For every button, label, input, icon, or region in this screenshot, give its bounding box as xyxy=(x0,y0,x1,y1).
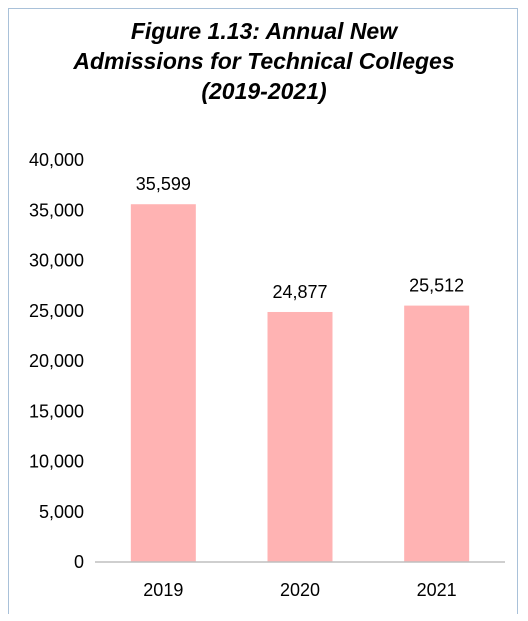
x-tick-label-2019: 2019 xyxy=(143,580,183,600)
chart-title-line-3: (2019-2021) xyxy=(201,78,327,104)
chart-title-line-1: Figure 1.13: Annual New xyxy=(130,18,398,44)
chart-title: Figure 1.13: Annual New Admissions for T… xyxy=(0,16,528,106)
chart-frame xyxy=(8,8,518,614)
y-tick-label: 40,000 xyxy=(29,150,84,170)
y-tick-label: 15,000 xyxy=(29,401,84,421)
x-tick-label-2021: 2021 xyxy=(417,580,457,600)
y-tick-label: 20,000 xyxy=(29,351,84,371)
x-axis-tick-labels: 2019 2020 2021 xyxy=(143,580,456,600)
y-tick-label: 35,000 xyxy=(29,200,84,220)
chart-title-line-2: Admissions for Technical Colleges xyxy=(73,48,455,74)
bar-series xyxy=(130,204,470,563)
data-labels: 35,599 24,877 25,512 xyxy=(136,174,464,302)
data-label-2020: 24,877 xyxy=(272,282,327,302)
y-tick-label: 25,000 xyxy=(29,301,84,321)
y-axis-tick-labels: 40,000 35,000 30,000 25,000 20,000 15,000 10,0… xyxy=(29,150,84,572)
bar-2021 xyxy=(404,305,470,562)
data-label-2019: 35,599 xyxy=(136,174,191,194)
y-tick-label: 30,000 xyxy=(29,251,84,271)
data-label-2021: 25,512 xyxy=(409,276,464,296)
bar-2019 xyxy=(130,204,196,563)
y-tick-label: 5,000 xyxy=(39,502,84,522)
x-tick-label-2020: 2020 xyxy=(280,580,320,600)
y-tick-label: 0 xyxy=(74,552,84,572)
y-tick-label: 10,000 xyxy=(29,452,84,472)
bar-2020 xyxy=(267,311,333,562)
